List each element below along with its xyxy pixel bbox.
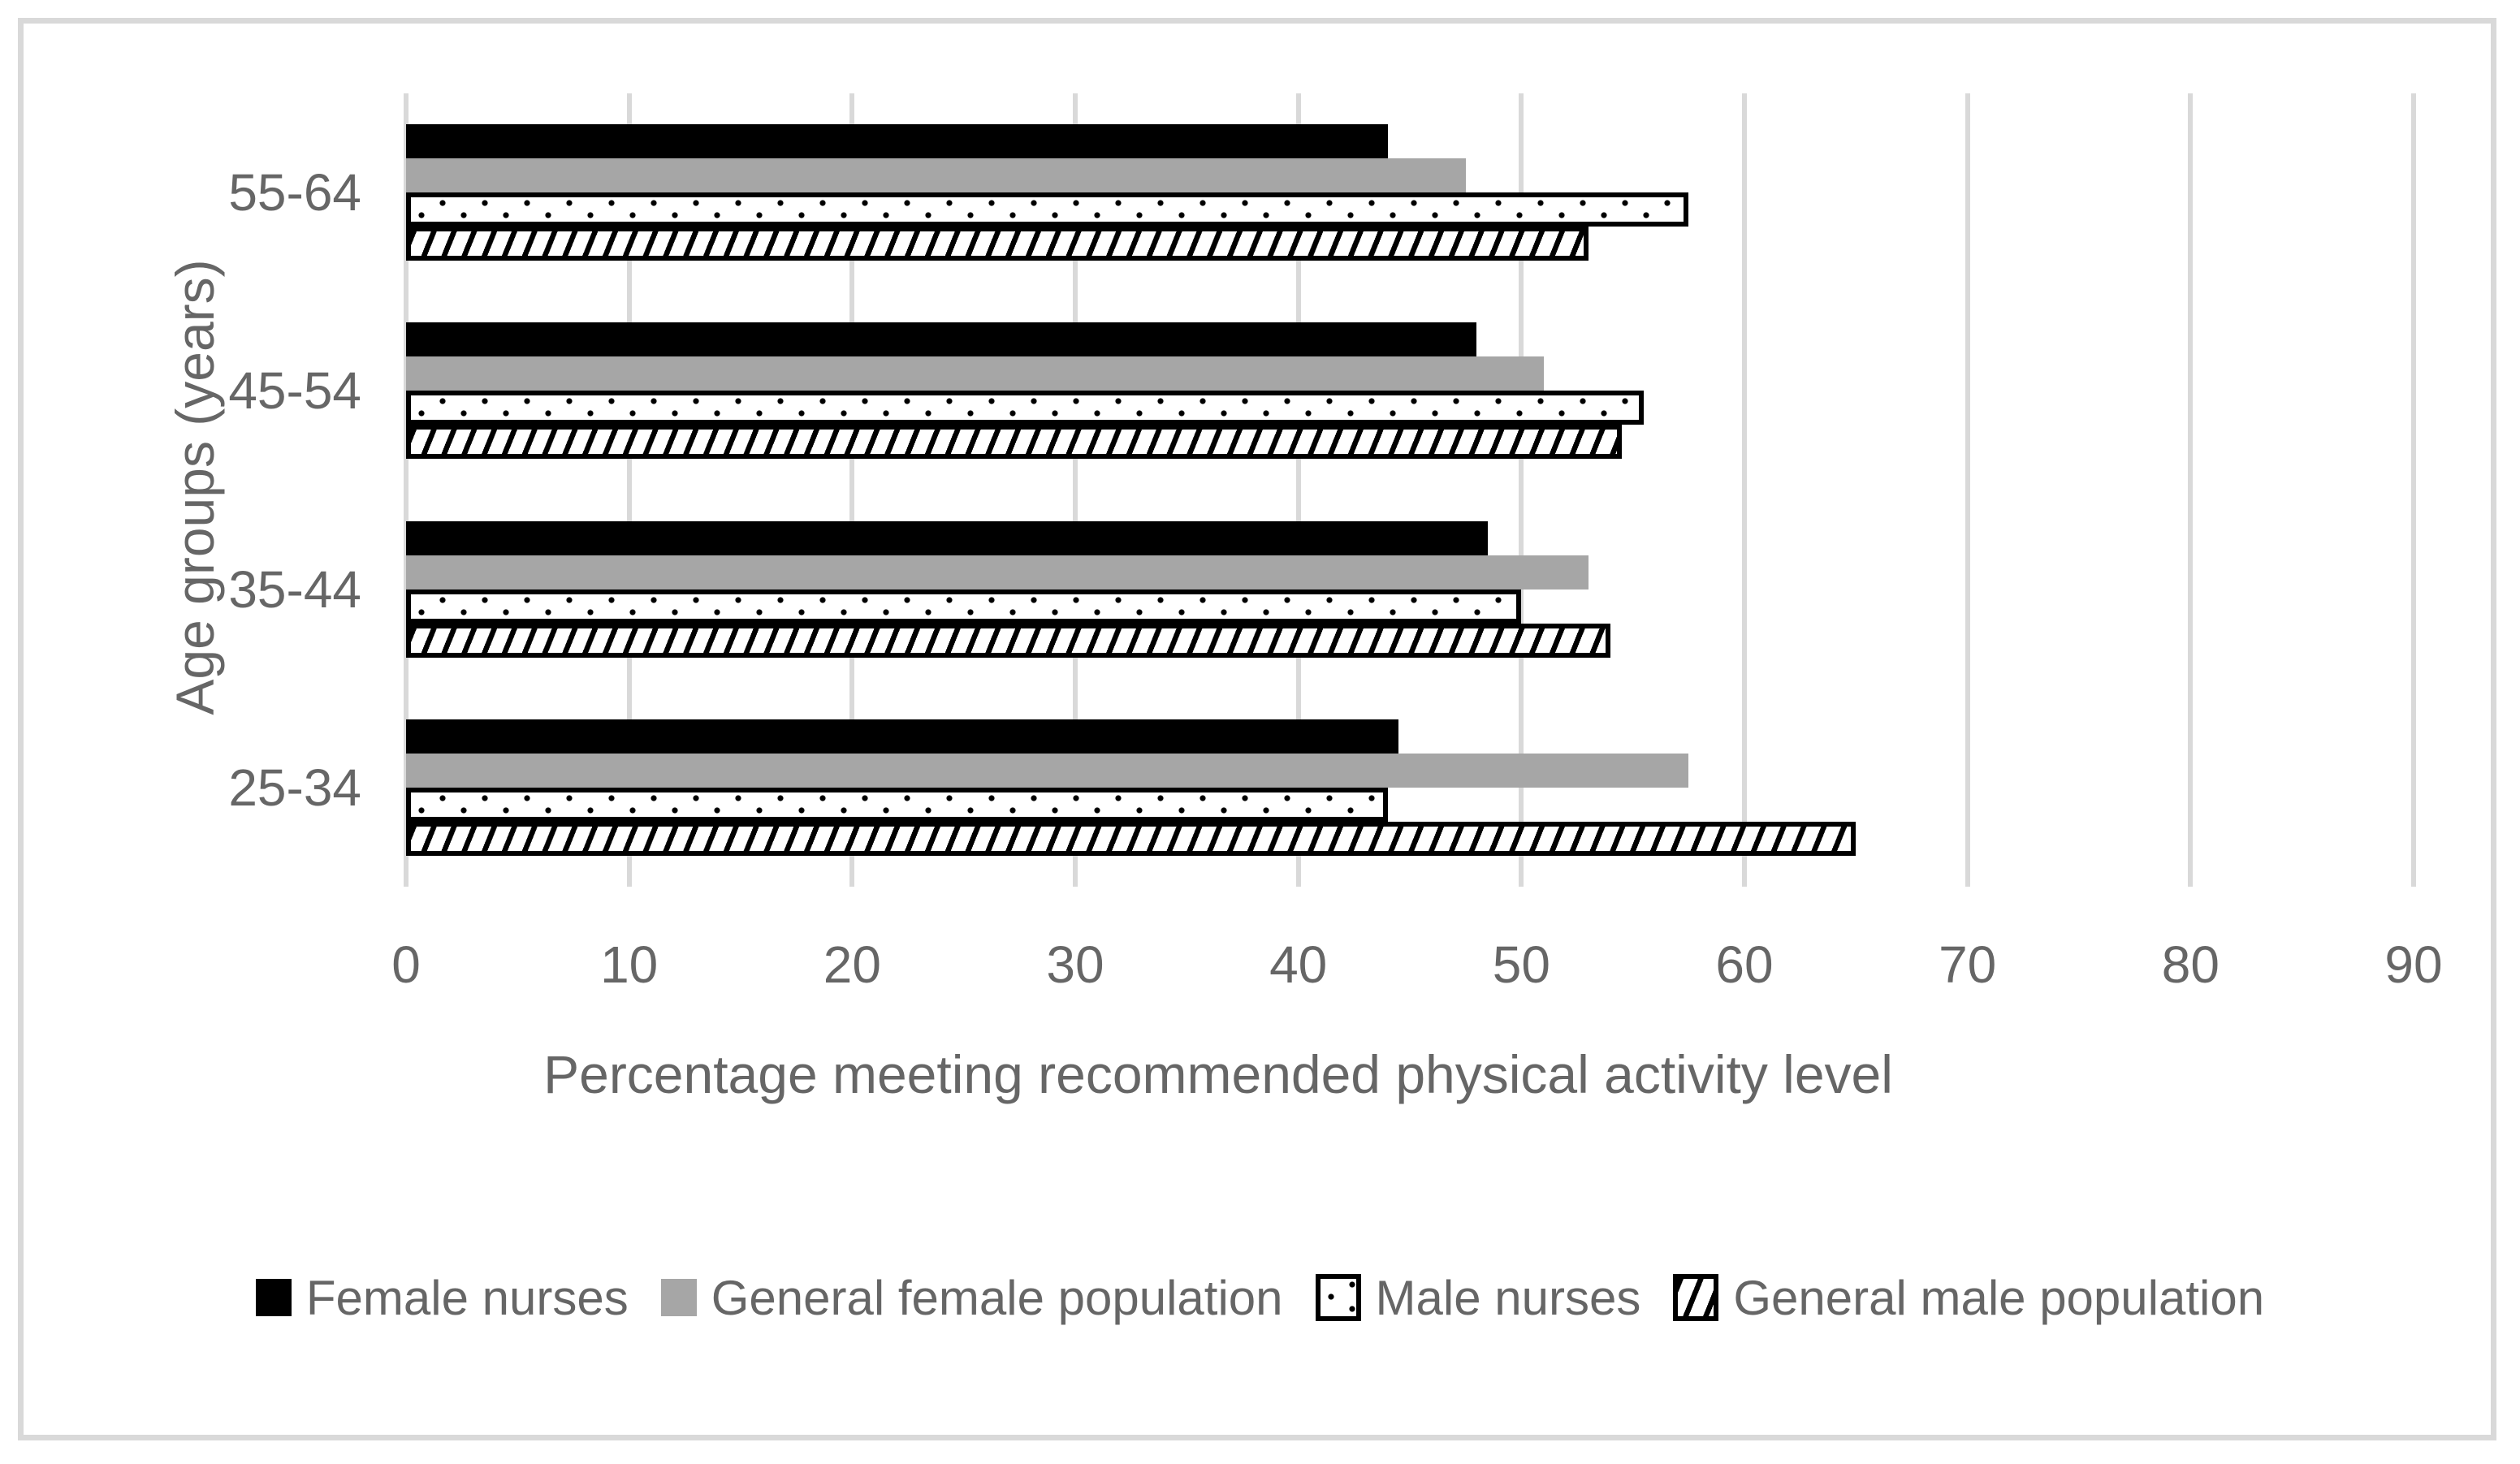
tick-label-0: 0 [391,935,421,994]
bar-male-nurses-45-54 [406,391,1645,425]
legend-label-male-nurses: Male nurses [1375,1270,1641,1325]
bar-female-nurses-25-34 [406,719,1399,754]
gridline-60 [1742,93,1747,887]
tick-label-30: 30 [1046,935,1104,994]
gridline-30 [1073,93,1078,887]
bar-female-nurses-35-44 [406,520,1489,555]
tick-label-20: 20 [823,935,881,994]
legend-swatch-female-nurses [255,1279,292,1316]
bar-general-male-population-35-44 [406,623,1611,658]
legend-item-general-female-population: General female population [660,1270,1283,1326]
legend-item-general-male-population: General male population [1673,1270,2264,1326]
category-label-45-54: 45-54 [228,361,361,421]
legend-item-female-nurses: Female nurses [255,1270,629,1326]
gridline-50 [1519,93,1524,887]
bar-male-nurses-25-34 [406,787,1388,822]
tick-label-40: 40 [1269,935,1328,994]
gridline-0 [404,93,408,887]
legend-label-general-female-population: General female population [711,1270,1283,1325]
category-label-35-44: 35-44 [228,559,361,619]
legend-label-female-nurses: Female nurses [305,1270,629,1325]
bar-general-male-population-25-34 [406,821,1857,856]
bar-general-female-population-35-44 [406,555,1589,589]
category-label-25-34: 25-34 [228,758,361,817]
gridline-40 [1295,93,1301,887]
x-axis-tick-labels: 0 10 20 30 40 50 60 70 80 90 [0,932,2520,997]
tick-label-80: 80 [2161,935,2220,994]
tick-label-10: 10 [600,935,659,994]
bar-male-nurses-35-44 [406,589,1522,624]
bar-general-female-population-45-54 [406,356,1544,391]
legend-swatch-male-nurses [1315,1274,1361,1321]
gridline-80 [2188,93,2194,887]
plot-area [404,93,2416,887]
bar-general-male-population-55-64 [406,227,1589,261]
y-axis-category-labels: 55-64 45-54 35-44 25-34 [0,93,361,887]
gridline-10 [626,93,632,887]
tick-label-50: 50 [1492,935,1550,994]
bar-female-nurses-55-64 [406,124,1388,158]
gridline-20 [849,93,855,887]
bar-general-female-population-55-64 [406,158,1466,192]
gridline-70 [1965,93,1970,887]
bar-general-female-population-25-34 [406,753,1689,788]
tick-label-70: 70 [1939,935,1997,994]
gridline-90 [2411,93,2416,887]
bar-female-nurses-45-54 [406,322,1477,357]
category-label-55-64: 55-64 [228,163,361,222]
legend-swatch-general-female-population [660,1279,697,1316]
bar-general-male-population-45-54 [406,425,1622,460]
bar-male-nurses-55-64 [406,192,1689,227]
legend-swatch-general-male-population [1673,1274,1719,1321]
legend: Female nurses General female population Ma… [0,1260,2520,1335]
x-axis-title: Percentage meeting recommended physical … [543,1044,1893,1104]
tick-label-90: 90 [2384,935,2443,994]
legend-item-male-nurses: Male nurses [1315,1270,1641,1326]
tick-label-60: 60 [1715,935,1774,994]
legend-label-general-male-population: General male population [1733,1270,2265,1325]
